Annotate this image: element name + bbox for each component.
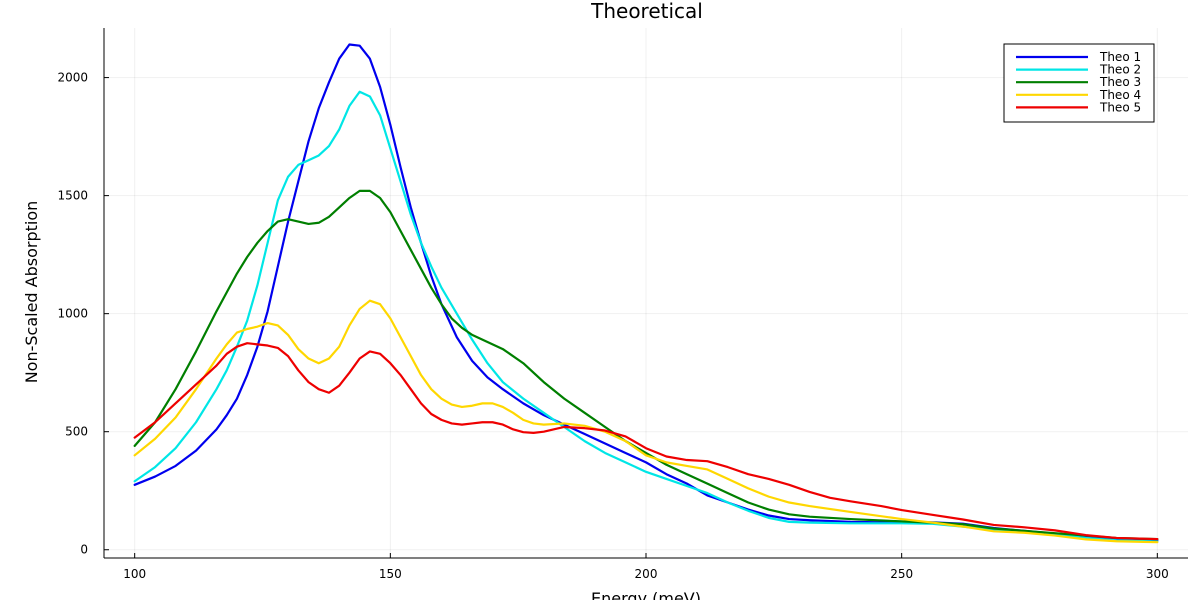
x-axis-title: Energy (meV) [591,589,701,600]
series-line-theo-4 [133,299,1159,544]
legend-label-theo-2: Theo 2 [1099,63,1141,77]
legend-label-theo-4: Theo 4 [1099,88,1141,102]
series-line-theo-3 [133,189,1159,541]
x-tick-label: 300 [1146,567,1169,581]
y-axis-title: Non-Scaled Absorption [22,201,41,384]
legend-label-theo-1: Theo 1 [1099,50,1141,64]
y-axis-ticks: 0 500 1000 1500 2000 [57,71,109,557]
y-tick-label: 0 [80,543,88,557]
legend-label-theo-3: Theo 3 [1099,75,1141,89]
x-tick-label: 150 [379,567,402,581]
legend-label-theo-5: Theo 5 [1099,100,1141,114]
y-tick-label: 2000 [57,71,88,85]
series-lines [133,43,1159,544]
series-line-theo-5 [133,342,1159,541]
y-tick-label: 1000 [57,307,88,321]
x-tick-label: 250 [890,567,913,581]
y-tick-label: 1500 [57,189,88,203]
series-line-theo-2 [133,90,1159,543]
chart-title: Theoretical [590,0,703,23]
y-tick-label: 500 [65,425,88,439]
series-line-theo-1 [133,43,1159,542]
x-tick-label: 200 [635,567,658,581]
x-axis-ticks: 100 150 200 250 300 [123,553,1169,581]
x-tick-label: 100 [123,567,146,581]
